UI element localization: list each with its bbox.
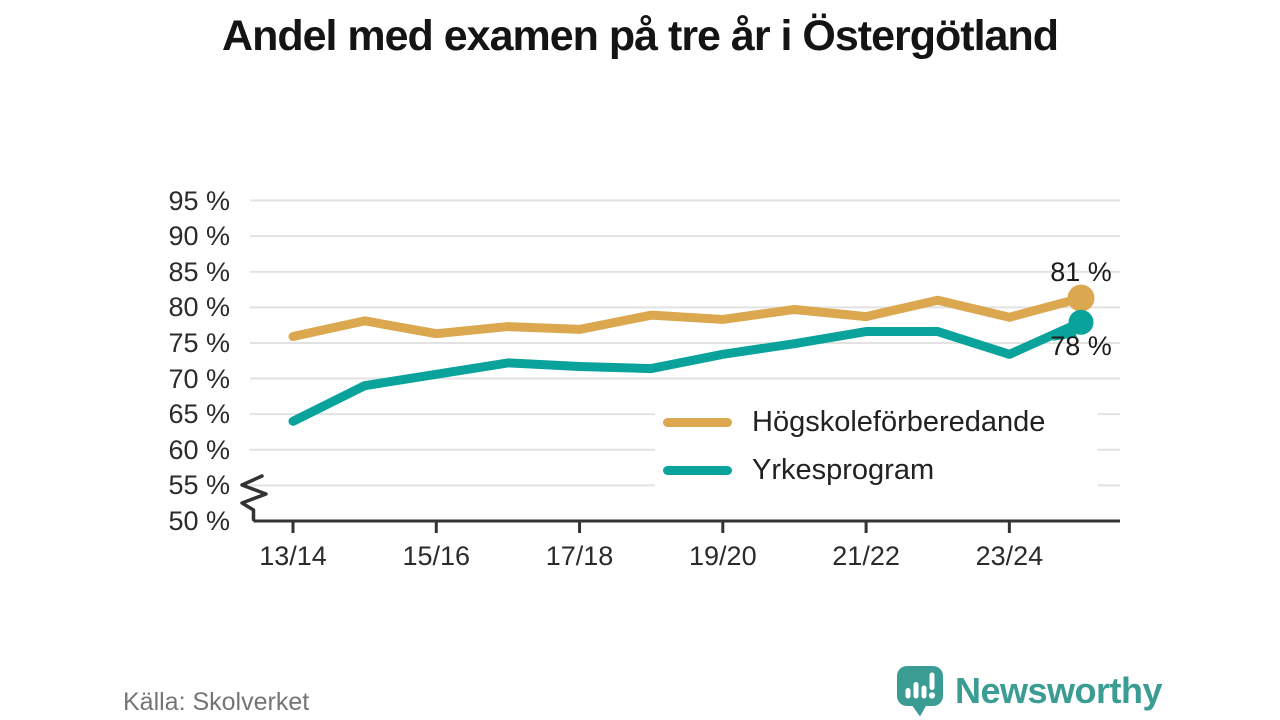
y-tick-label: 65 % xyxy=(168,399,230,430)
source-caption: Källa: Skolverket xyxy=(123,688,310,716)
legend-item-hogskoleforberedande: Högskoleförberedande xyxy=(655,402,1098,444)
axis-break-icon xyxy=(240,474,268,522)
chart-title: Andel med examen på tre år i Östergötlan… xyxy=(222,12,1059,60)
y-tick-label: 85 % xyxy=(168,256,230,287)
legend-label-hogskoleforberedande: Högskoleförberedande xyxy=(752,406,1046,438)
end-value-label-yrkesprogram: 78 % xyxy=(1050,331,1112,361)
y-tick-label: 75 % xyxy=(168,327,230,358)
newsworthy-logo: Newsworthy xyxy=(896,664,1163,718)
end-dot-yrkesprogram xyxy=(1068,309,1094,335)
legend: Högskoleförberedande Yrkesprogram xyxy=(655,398,1098,495)
y-tick-label: 60 % xyxy=(168,434,230,465)
y-tick-label: 80 % xyxy=(168,292,230,323)
y-tick-label: 55 % xyxy=(168,470,230,501)
end-dot-hogskoleforberedande xyxy=(1067,284,1095,312)
x-tick-label: 15/16 xyxy=(402,541,471,571)
y-tick-label: 70 % xyxy=(168,363,230,394)
legend-swatch-teal-icon xyxy=(663,466,732,475)
end-value-label-hogskoleforberedande: 81 % xyxy=(1050,257,1112,287)
x-tick-label: 23/24 xyxy=(975,541,1044,571)
x-tick-label: 21/22 xyxy=(832,541,900,571)
legend-swatch-gold-icon xyxy=(663,418,732,427)
x-tick-label: 17/18 xyxy=(545,541,614,571)
y-tick-label: 50 % xyxy=(168,506,230,536)
x-tick-label: 13/14 xyxy=(259,541,327,571)
x-tick-label: 19/20 xyxy=(689,541,757,571)
series-line-0 xyxy=(288,293,1086,342)
newsworthy-logo-icon xyxy=(897,666,943,717)
series-line-1 xyxy=(288,317,1086,426)
y-tick-label: 95 % xyxy=(168,185,230,216)
legend-label-yrkesprogram: Yrkesprogram xyxy=(752,454,935,486)
newsworthy-wordmark: Newsworthy xyxy=(955,670,1163,711)
legend-item-yrkesprogram: Yrkesprogram xyxy=(655,450,1098,492)
end-marker-tail-icon xyxy=(1052,326,1077,341)
y-tick-label: 90 % xyxy=(168,221,230,252)
